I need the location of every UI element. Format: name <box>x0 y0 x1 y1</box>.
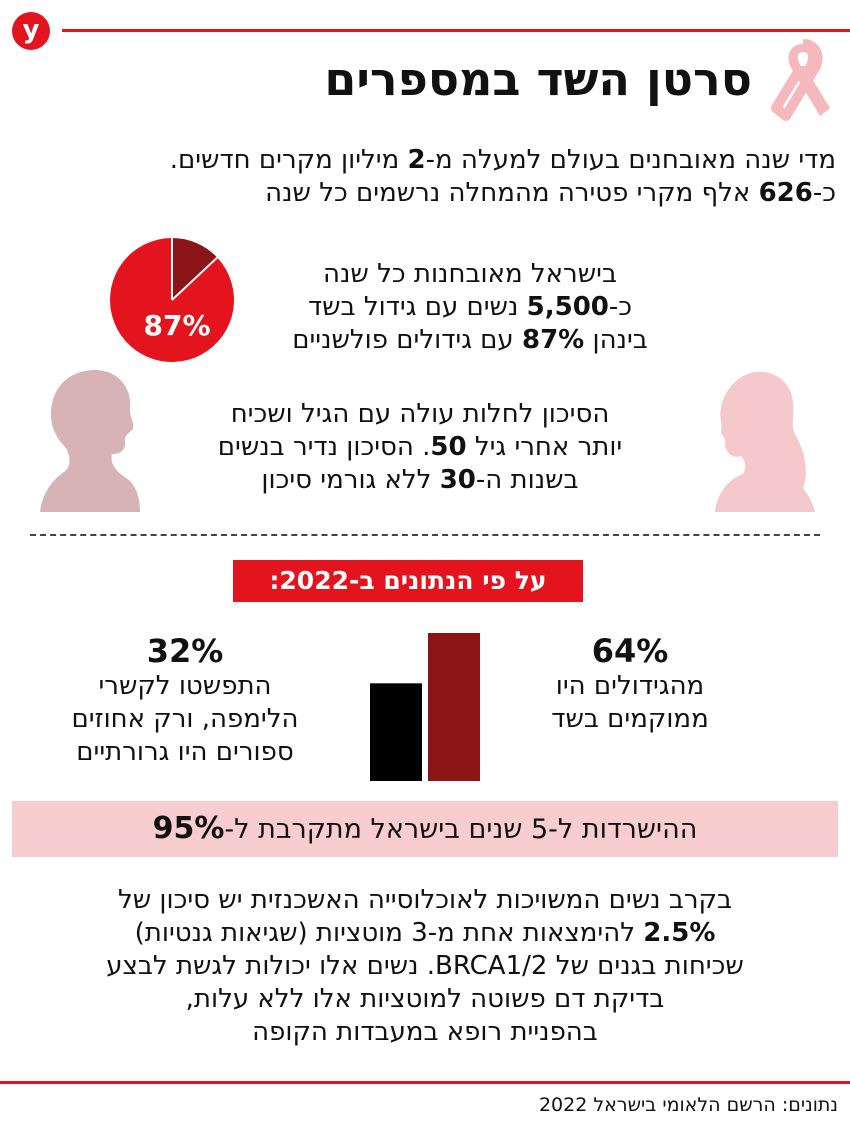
spread-line2: הלימפה, ורק אחוזים <box>71 704 299 734</box>
spread-line1: התפשטו לקשרי <box>98 671 272 701</box>
year-badge: על פי הנתונים ב-2022: <box>233 560 583 602</box>
pie-slice-other <box>172 238 218 300</box>
world-stats-line2: כ-626 אלף מקרי פטירה מהמחלה נרשמים כל שנ… <box>265 178 836 208</box>
pie-separator <box>171 256 218 301</box>
page-title: סרטן השד במספרים <box>324 52 752 106</box>
pink-ribbon-icon <box>771 39 830 121</box>
israel-stats: בישראל מאובחנות כל שנה כ-5,500 נשים עם ג… <box>235 258 705 357</box>
source-credit: נתונים: הרשם הלאומי בישראל 2022 <box>538 1094 838 1116</box>
older-woman-silhouette-icon <box>40 370 140 512</box>
age-risk-line2: יותר אחרי גיל 50. הסיכון נדיר בנשים <box>217 432 623 462</box>
survival-percent: 95% <box>152 811 225 846</box>
age-risk-line3: בשנות ה-30 ללא גורמי סיכון <box>261 465 579 495</box>
ynet-logo[interactable]: y <box>12 12 50 50</box>
bar-spread <box>370 683 422 781</box>
age-risk-text: הסיכון לחלות עולה עם הגיל ושכיח יותר אחר… <box>150 398 690 497</box>
mutations-line3: שכיחות בגנים של BRCA1/2. נשים אלו יכולות… <box>106 951 744 981</box>
israel-stats-line3: בינהן 87% עם גידולים פולשניים <box>292 325 648 355</box>
spread-percent: 32% <box>146 632 224 670</box>
localized-percent: 64% <box>591 632 669 670</box>
pie-label: 87% <box>143 309 210 342</box>
world-stats: מדי שנה מאובחנים בעולם למעלה מ-2 מיליון … <box>170 144 836 210</box>
invasive-tumors-pie: 87% <box>109 238 234 362</box>
localized-stat: 64% מהגידולים היו ממוקמים בשד <box>515 632 745 736</box>
survival-banner: ההישרדות ל-5 שנים בישראל מתקרבת ל-95% <box>12 801 838 857</box>
section-divider <box>30 534 820 536</box>
localized-line1: מהגידולים היו <box>555 671 705 701</box>
mutations-line2: 2.5% להימצאות אחת מ-3 מוטציות (שגיאות גנ… <box>134 918 716 948</box>
age-risk-line1: הסיכון לחלות עולה עם הגיל ושכיח <box>230 399 610 429</box>
survival-text: ההישרדות ל-5 שנים בישראל מתקרבת ל- <box>224 814 698 845</box>
mutations-line4: בדיקת דם פשוטה למוטציות אלו ללא עלות, <box>185 984 665 1014</box>
brca-mutations-text: בקרב נשים המשויכות לאוכלוסייה האשכנזית י… <box>12 884 838 1049</box>
mutations-line1: בקרב נשים המשויכות לאוכלוסייה האשכנזית י… <box>117 885 733 915</box>
tumor-spread-bars <box>370 633 480 781</box>
israel-stats-line1: בישראל מאובחנות כל שנה <box>323 259 617 289</box>
localized-line2: ממוקמים בשד <box>551 704 709 734</box>
spread-line3: ספורים היו גרורתיים <box>76 737 294 767</box>
mutations-line5: בהפניית רופא במעבדות הקופה <box>252 1017 598 1047</box>
world-stats-line1: מדי שנה מאובחנים בעולם למעלה מ-2 מיליון … <box>169 145 836 175</box>
israel-stats-line2: כ-5,500 נשים עם גידול בשד <box>307 292 633 322</box>
bottom-divider <box>0 1081 850 1084</box>
top-divider <box>62 29 850 32</box>
bar-localized <box>428 633 480 781</box>
spread-stat: 32% התפשטו לקשרי הלימפה, ורק אחוזים ספור… <box>15 632 355 769</box>
young-woman-silhouette-icon <box>715 371 815 512</box>
